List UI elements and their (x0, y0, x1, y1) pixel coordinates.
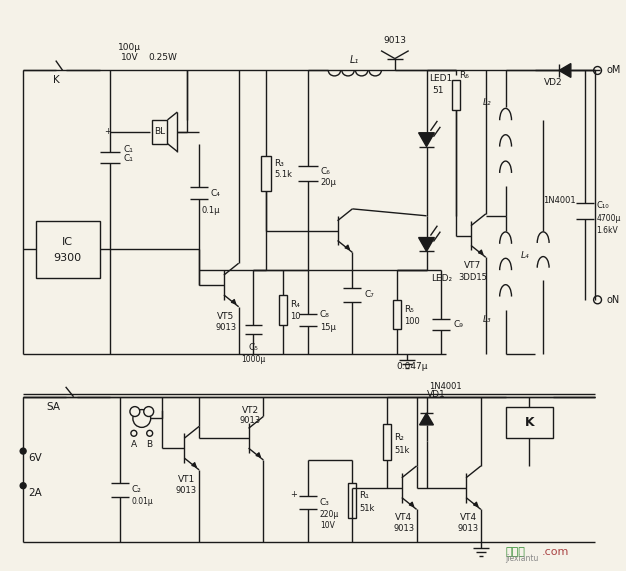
Text: R₅: R₅ (404, 305, 414, 314)
Text: R₃: R₃ (274, 159, 284, 168)
Text: 1.6kV: 1.6kV (597, 226, 618, 235)
Text: +: + (104, 127, 111, 136)
Text: 9013: 9013 (383, 37, 406, 45)
Text: 9013: 9013 (240, 416, 261, 425)
Text: 9013: 9013 (176, 486, 197, 495)
Text: C₂: C₂ (132, 485, 141, 494)
Text: R₁: R₁ (359, 491, 369, 500)
Text: 51: 51 (433, 86, 444, 95)
Text: 5.1k: 5.1k (274, 170, 292, 179)
Text: 100: 100 (404, 317, 419, 326)
Text: +: + (290, 490, 297, 499)
Text: BL: BL (154, 127, 165, 136)
Text: C₉: C₉ (453, 320, 463, 329)
Text: 10V: 10V (121, 53, 139, 62)
Polygon shape (419, 238, 434, 251)
Circle shape (593, 66, 602, 74)
Text: L₃: L₃ (483, 315, 492, 324)
Text: C₁: C₁ (124, 154, 134, 163)
Circle shape (144, 407, 153, 416)
Text: C₆: C₆ (321, 167, 331, 176)
Text: C₃: C₃ (320, 498, 330, 507)
Text: 2A: 2A (28, 488, 42, 497)
Text: oN: oN (607, 295, 620, 305)
Bar (393, 300, 401, 329)
Text: jiexiantu: jiexiantu (506, 554, 539, 564)
Bar (151, 120, 168, 144)
Text: A: A (131, 440, 137, 449)
Text: 9013: 9013 (215, 323, 237, 332)
Text: 100μ: 100μ (118, 43, 141, 52)
Text: R₆: R₆ (459, 71, 469, 80)
Text: 1N4001: 1N4001 (429, 383, 462, 391)
Text: LED₂: LED₂ (431, 274, 453, 283)
Text: LED1: LED1 (429, 74, 453, 83)
Text: 9013: 9013 (458, 524, 479, 533)
Bar (279, 295, 287, 324)
Text: L₁: L₁ (350, 55, 359, 65)
Text: 20μ: 20μ (321, 178, 337, 187)
Text: C₁₀: C₁₀ (597, 202, 609, 211)
Text: 9013: 9013 (393, 524, 414, 533)
Text: L₄: L₄ (521, 251, 530, 260)
Bar (452, 81, 460, 110)
Text: C₈: C₈ (320, 310, 330, 319)
Polygon shape (419, 413, 433, 425)
Text: 9300: 9300 (54, 254, 81, 263)
Text: 220μ: 220μ (320, 510, 339, 519)
Circle shape (131, 431, 137, 436)
Text: 6V: 6V (28, 453, 42, 463)
Text: VT2: VT2 (242, 406, 259, 415)
Circle shape (133, 409, 151, 427)
Bar (262, 156, 271, 191)
Text: L₂: L₂ (483, 98, 492, 107)
Text: R₂: R₂ (394, 433, 404, 442)
Text: 1N4001: 1N4001 (543, 196, 576, 206)
Polygon shape (559, 63, 571, 78)
Bar (349, 482, 356, 518)
Polygon shape (419, 132, 434, 147)
Bar (383, 424, 391, 460)
Text: C₇: C₇ (364, 291, 374, 299)
Text: VT4: VT4 (395, 513, 413, 522)
Text: VT4: VT4 (459, 513, 476, 522)
Text: 0.25W: 0.25W (148, 53, 177, 62)
Bar (506, 407, 553, 439)
Text: K: K (525, 416, 534, 429)
Text: C₄: C₄ (211, 188, 221, 198)
Text: VT1: VT1 (178, 475, 195, 484)
Circle shape (130, 407, 140, 416)
Text: 4700μ: 4700μ (597, 214, 621, 223)
Bar (36, 221, 100, 278)
Text: .com: .com (542, 547, 570, 557)
Text: 10: 10 (290, 312, 300, 321)
Text: 接线图: 接线图 (506, 547, 525, 557)
Text: VT7: VT7 (464, 261, 481, 270)
Text: 0.1μ: 0.1μ (201, 206, 220, 215)
Text: B: B (146, 440, 153, 449)
Text: 15μ: 15μ (320, 323, 336, 332)
Text: IC: IC (62, 238, 73, 247)
Text: 0.047μ: 0.047μ (396, 361, 428, 371)
Text: VD1: VD1 (427, 390, 446, 399)
Text: C₁: C₁ (124, 145, 134, 154)
Text: oM: oM (607, 66, 621, 75)
Text: R₄: R₄ (290, 300, 300, 309)
Text: K: K (53, 75, 59, 85)
Text: C₅: C₅ (249, 343, 259, 352)
Text: 51k: 51k (359, 504, 374, 513)
Circle shape (20, 482, 26, 489)
Text: 3DD15: 3DD15 (458, 272, 488, 282)
Text: VT5: VT5 (217, 312, 234, 321)
Text: 51k: 51k (394, 445, 409, 455)
Circle shape (593, 296, 602, 304)
Text: SA: SA (46, 401, 60, 412)
Text: 1000μ: 1000μ (242, 355, 265, 364)
Circle shape (146, 431, 153, 436)
Text: 0.01μ: 0.01μ (132, 497, 153, 506)
Circle shape (20, 448, 26, 454)
Text: VD2: VD2 (544, 78, 562, 87)
Text: 10V: 10V (320, 521, 335, 530)
